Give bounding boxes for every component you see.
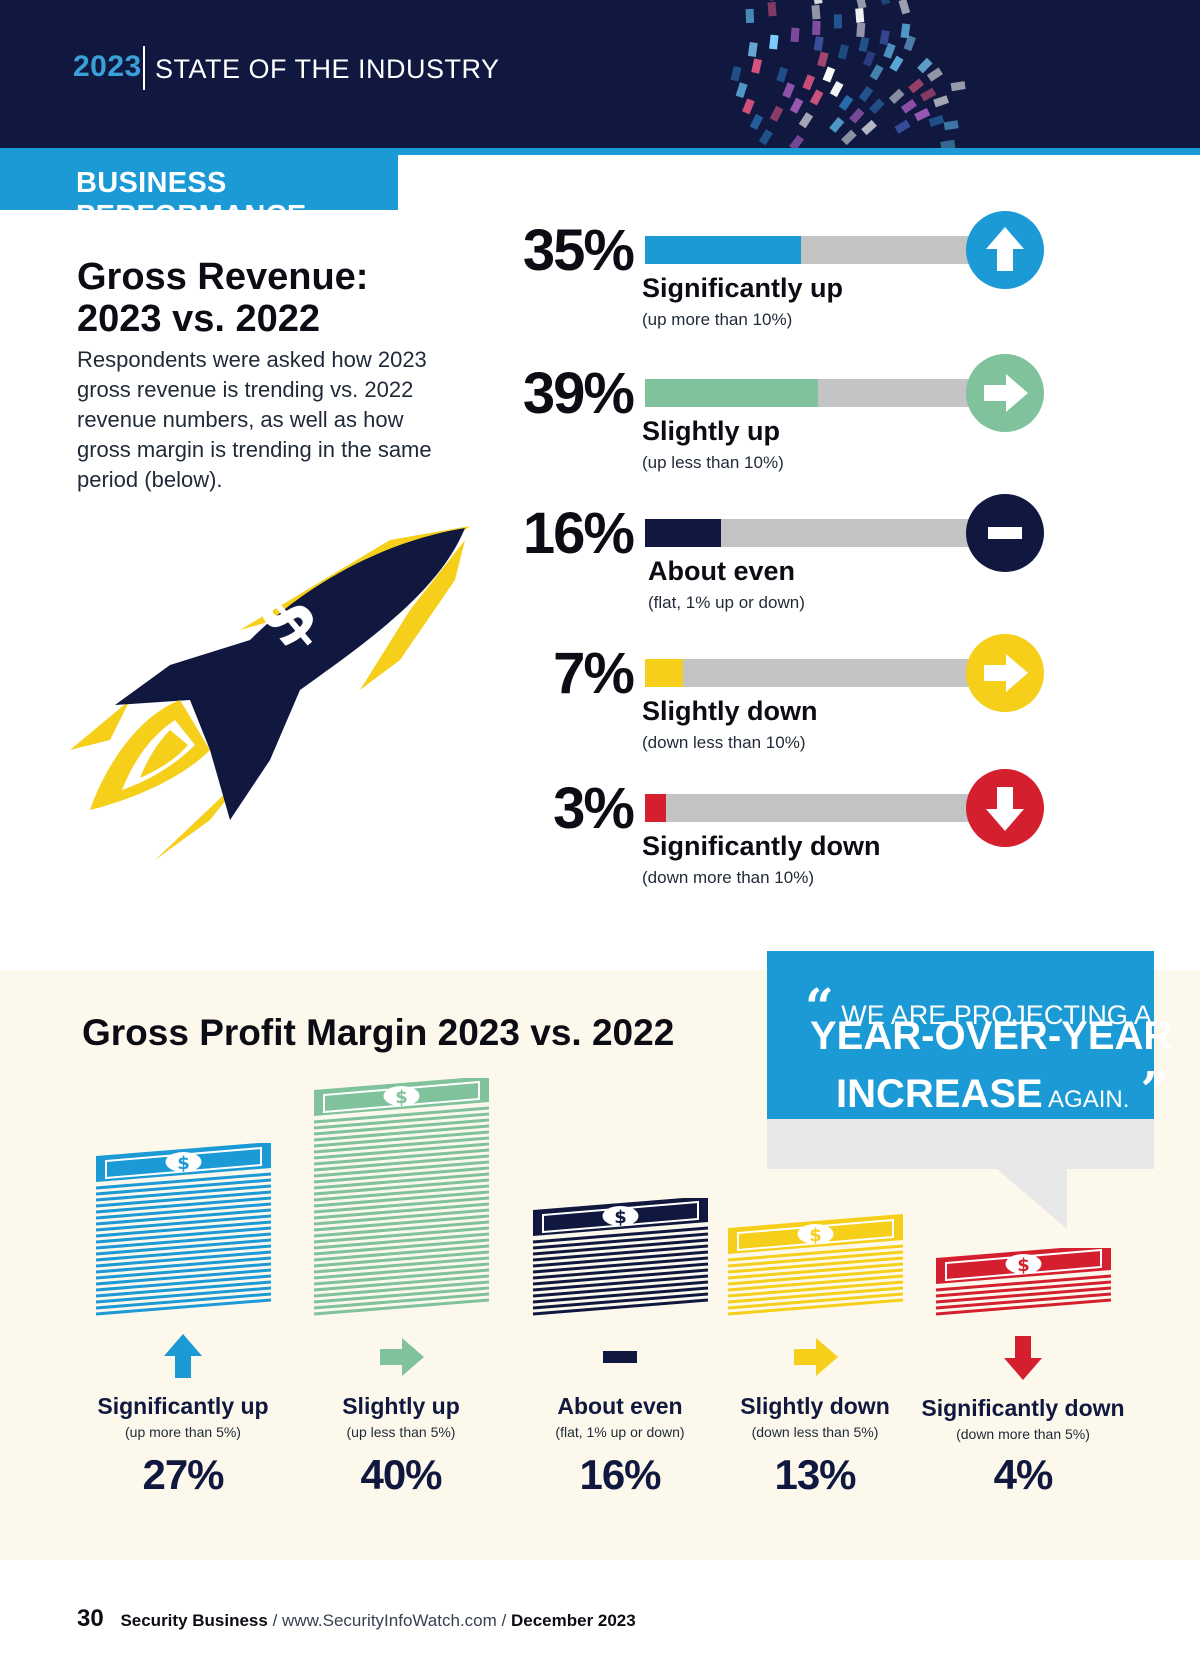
svg-text:$: $ bbox=[614, 1207, 627, 1228]
rocket-dollar-icon: $ bbox=[70, 526, 470, 860]
quote-bubble-tail bbox=[767, 1119, 1154, 1229]
margin-category-label: Significantly up bbox=[97, 1393, 269, 1419]
arrow-up-icon bbox=[966, 211, 1044, 289]
minus-icon bbox=[966, 494, 1044, 572]
quote-line3-small: AGAIN. bbox=[1042, 1086, 1130, 1113]
margin-category-subtitle: (down more than 5%) bbox=[956, 1426, 1090, 1442]
arrow-up-icon bbox=[144, 1318, 222, 1401]
money-stack-icon: $ bbox=[532, 1198, 708, 1316]
revenue-title-line2: 2023 vs. 2022 bbox=[77, 298, 321, 340]
quote-line1: “ WE ARE PROJECTING A bbox=[805, 977, 1152, 1036]
revenue-bar-track bbox=[645, 659, 1010, 687]
margin-value-label: 40% bbox=[360, 1451, 442, 1498]
revenue-category-label: Significantly down bbox=[642, 831, 881, 861]
arrow-right-icon bbox=[362, 1318, 440, 1401]
arrow-right-icon bbox=[966, 634, 1044, 712]
svg-text:$: $ bbox=[809, 1225, 822, 1246]
svg-text:$: $ bbox=[177, 1153, 190, 1174]
revenue-category-subtitle: (down less than 10%) bbox=[642, 733, 806, 752]
quote-close-mark: ” bbox=[1140, 1060, 1170, 1119]
footer-separator: / bbox=[267, 1611, 283, 1630]
quote-line1-text: WE ARE PROJECTING A bbox=[841, 1000, 1152, 1030]
revenue-value-label: 39% bbox=[522, 361, 635, 426]
footer-separator: / bbox=[496, 1611, 511, 1630]
revenue-bar-track bbox=[645, 236, 1010, 264]
header-divider bbox=[143, 46, 145, 90]
minus-icon bbox=[581, 1318, 659, 1401]
revenue-category-label: About even bbox=[648, 556, 796, 586]
quote-line2: YEAR-OVER-YEAR bbox=[810, 1014, 1173, 1058]
header-banner: 2023 STATE OF THE INDUSTRY bbox=[0, 0, 1200, 148]
margin-value-label: 16% bbox=[579, 1451, 661, 1498]
revenue-category-subtitle: (up more than 10%) bbox=[642, 310, 793, 329]
money-stack-icon: $ bbox=[95, 1143, 271, 1316]
margin-category-subtitle: (down less than 5%) bbox=[751, 1424, 879, 1440]
money-stack-icon: $ bbox=[727, 1214, 903, 1316]
quote-box bbox=[767, 951, 1154, 1119]
section-tab: BUSINESS PERFORMANCE bbox=[0, 155, 398, 232]
money-stack-icon: $ bbox=[935, 1248, 1111, 1316]
arrow-down-icon bbox=[984, 1318, 1062, 1401]
revenue-value-label: 3% bbox=[553, 776, 635, 841]
svg-text:$: $ bbox=[395, 1087, 408, 1108]
header-pattern-decoration bbox=[730, 0, 966, 148]
arrow-right-icon bbox=[776, 1318, 854, 1401]
money-stack-icon: $ bbox=[313, 1078, 489, 1316]
revenue-category-label: Slightly up bbox=[642, 416, 780, 446]
margin-category-label: About even bbox=[557, 1393, 683, 1419]
margin-category-label: Slightly down bbox=[740, 1393, 890, 1419]
margin-category-label: Significantly down bbox=[921, 1395, 1125, 1421]
svg-text:$: $ bbox=[1017, 1255, 1030, 1276]
issue-date: December 2023 bbox=[510, 1611, 636, 1630]
revenue-description: Respondents were asked how 2023 gross re… bbox=[77, 347, 432, 492]
margin-value-label: 13% bbox=[774, 1451, 856, 1498]
revenue-bar bbox=[645, 236, 802, 264]
quote-line3: INCREASE AGAIN. ” bbox=[836, 1060, 1169, 1119]
footer-url[interactable]: www.SecurityInfoWatch.com bbox=[282, 1611, 497, 1630]
revenue-bar-track bbox=[645, 519, 1010, 547]
margin-value-label: 4% bbox=[993, 1451, 1054, 1498]
revenue-value-label: 16% bbox=[522, 501, 635, 566]
quote-line3-big: INCREASE bbox=[836, 1072, 1043, 1116]
margin-category-subtitle: (up more than 5%) bbox=[125, 1424, 241, 1440]
publication-name: Security Business bbox=[120, 1611, 268, 1630]
arrow-down-icon bbox=[966, 769, 1044, 847]
header-title: STATE OF THE INDUSTRY bbox=[155, 54, 500, 84]
revenue-title-line1: Gross Revenue: bbox=[77, 256, 369, 298]
margin-category-subtitle: (up less than 5%) bbox=[346, 1424, 456, 1440]
revenue-category-subtitle: (flat, 1% up or down) bbox=[648, 593, 805, 612]
section-title: BUSINESS PERFORMANCE bbox=[76, 167, 307, 232]
revenue-bar-track bbox=[645, 379, 1010, 407]
footer: 30 Security Business / www.SecurityInfoW… bbox=[77, 1605, 636, 1633]
header-year: 2023 bbox=[73, 50, 142, 83]
revenue-category-subtitle: (up less than 10%) bbox=[642, 453, 784, 472]
margin-title: Gross Profit Margin 2023 vs. 2022 bbox=[82, 1012, 675, 1053]
margin-category-subtitle: (flat, 1% up or down) bbox=[555, 1424, 685, 1440]
revenue-category-label: Slightly down bbox=[642, 696, 818, 726]
quote-open-mark: “ bbox=[805, 977, 834, 1036]
revenue-value-label: 35% bbox=[522, 218, 635, 283]
revenue-title: Gross Revenue: 2023 vs. 2022 bbox=[77, 256, 457, 340]
revenue-category-label: Significantly up bbox=[642, 273, 844, 303]
header-rule bbox=[0, 148, 1200, 155]
revenue-category-subtitle: (down more than 10%) bbox=[642, 868, 814, 887]
revenue-bar bbox=[645, 794, 666, 822]
page-number: 30 bbox=[77, 1605, 104, 1632]
revenue-bar bbox=[645, 519, 721, 547]
revenue-bar bbox=[645, 379, 818, 407]
margin-value-label: 27% bbox=[142, 1451, 224, 1498]
arrow-right-icon bbox=[966, 354, 1044, 432]
revenue-value-label: 7% bbox=[553, 641, 635, 706]
margin-category-label: Slightly up bbox=[342, 1393, 460, 1419]
revenue-bar bbox=[645, 659, 683, 687]
revenue-bar-track bbox=[645, 794, 1010, 822]
